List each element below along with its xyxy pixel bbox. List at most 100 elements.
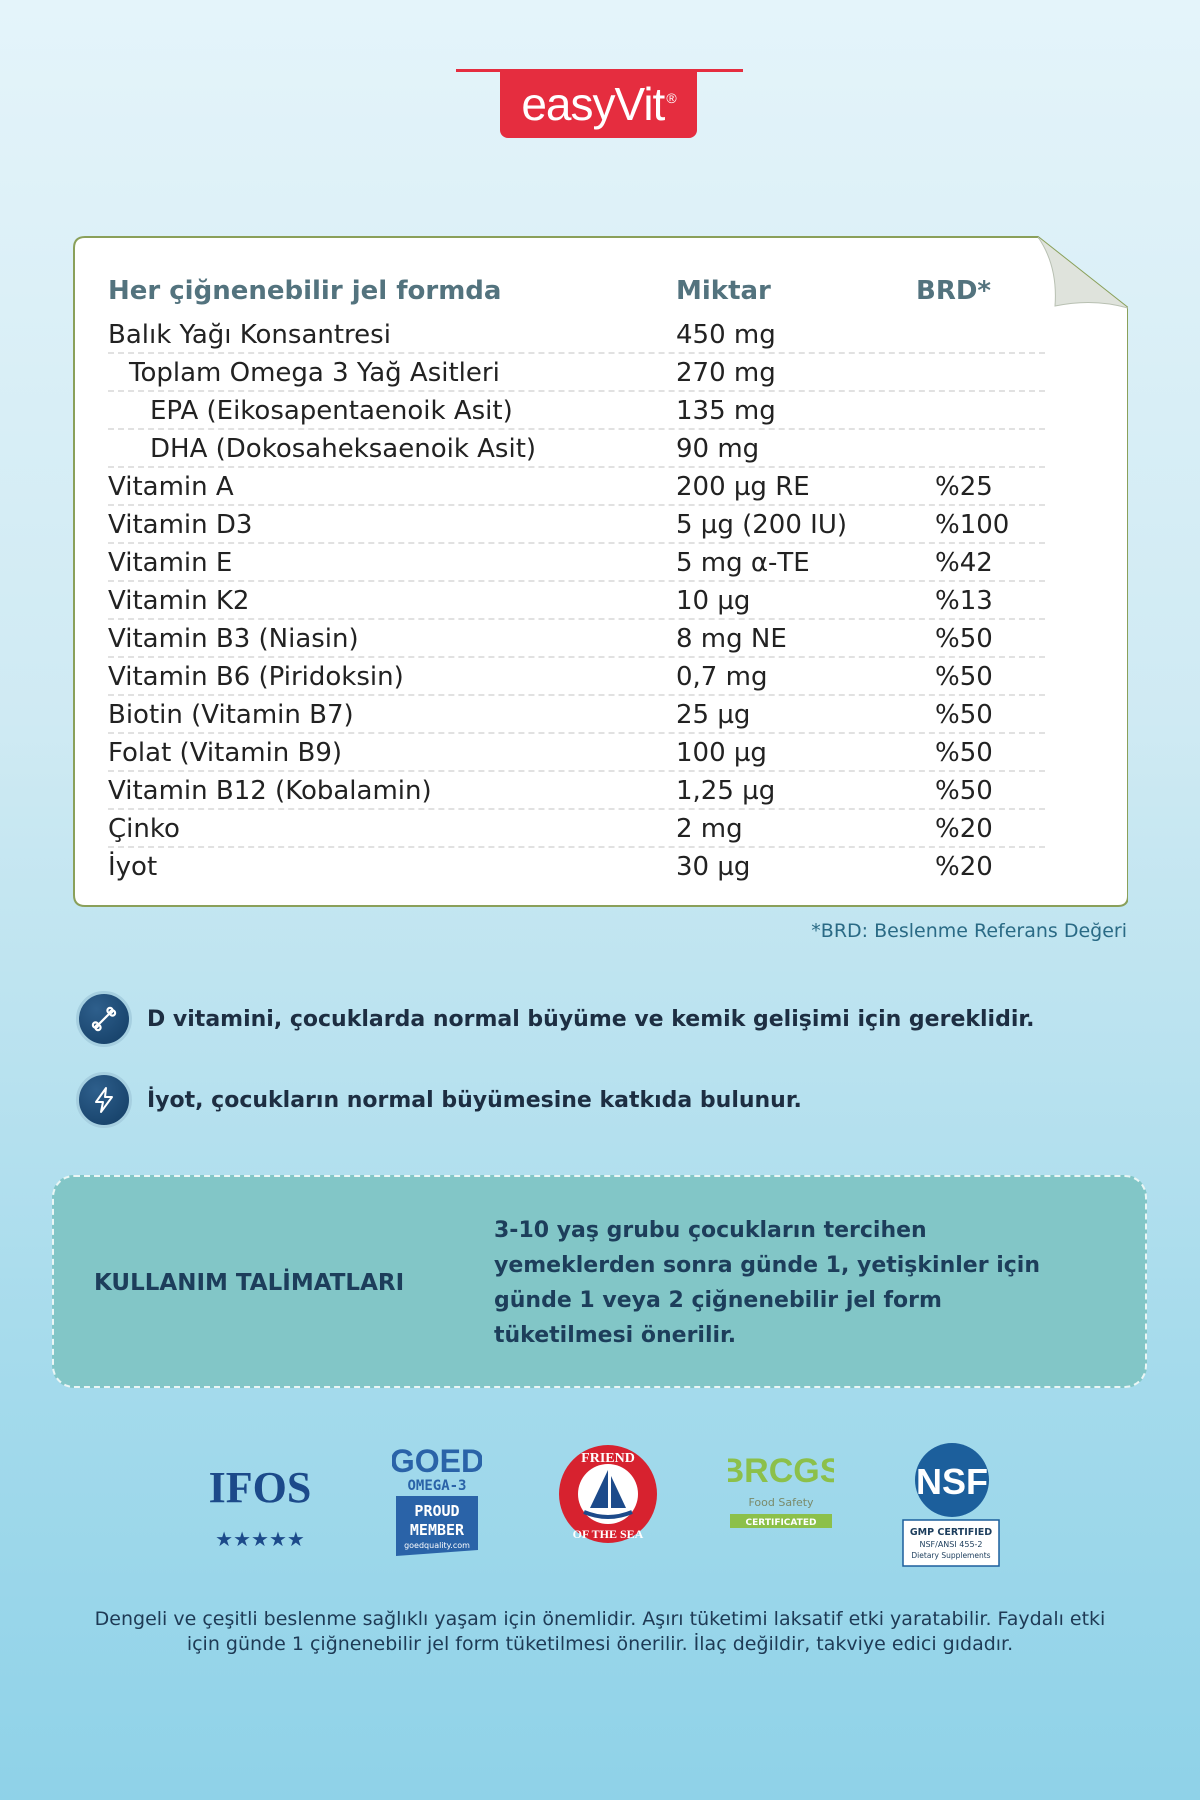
nutrient-name: Biotin (Vitamin B7) bbox=[108, 700, 354, 730]
table-row: İyot 30 µg %20 bbox=[108, 848, 1045, 884]
svg-text:OF THE SEA: OF THE SEA bbox=[573, 1527, 644, 1541]
ifos-stars: ★★★★★ bbox=[215, 1527, 305, 1551]
disclaimer-line-1: Dengeli ve çeşitli beslenme sağlıklı yaş… bbox=[94, 1608, 1106, 1630]
nutrient-amount: 25 µg bbox=[676, 700, 751, 730]
usage-text: 3-10 yaş grubu çocukların tercihen yemek… bbox=[494, 1218, 1040, 1348]
nrv-footnote: *BRD: Beslenme Referans Değeri bbox=[811, 920, 1127, 942]
nutrient-name: Vitamin A bbox=[108, 472, 234, 502]
nutrient-nrv: %100 bbox=[935, 510, 1010, 540]
nutrient-name: EPA (Eikosapentaenoik Asit) bbox=[150, 396, 513, 426]
table-row: Vitamin B3 (Niasin) 8 mg NE %50 bbox=[108, 620, 1045, 658]
nutrient-nrv: %50 bbox=[935, 662, 993, 692]
usage-title: KULLANIM TALİMATLARI bbox=[94, 1270, 405, 1296]
table-row: Vitamin E 5 mg α-TE %42 bbox=[108, 544, 1045, 582]
nutrient-nrv: %20 bbox=[935, 852, 993, 882]
table-row: Toplam Omega 3 Yağ Asitleri 270 mg bbox=[108, 354, 1045, 392]
table-row: Folat (Vitamin B9) 100 µg %50 bbox=[108, 734, 1045, 772]
nutrient-nrv: %20 bbox=[935, 814, 993, 844]
nutrient-amount: 10 µg bbox=[676, 586, 751, 616]
nutrient-amount: 270 mg bbox=[676, 358, 776, 388]
svg-text:MEMBER: MEMBER bbox=[410, 1521, 465, 1539]
brand-name: easyVit bbox=[521, 78, 665, 130]
friend-of-the-sea-logo: FRIEND OF THE SEA bbox=[556, 1442, 660, 1550]
nutrient-amount: 5 mg α-TE bbox=[676, 548, 810, 578]
benefit-item: İyot, çocukların normal büyümesine katkı… bbox=[76, 1072, 802, 1128]
usage-panel: KULLANIM TALİMATLARI 3-10 yaş grubu çocu… bbox=[52, 1175, 1147, 1388]
svg-text:GOED: GOED bbox=[392, 1443, 482, 1479]
goed-logo: GOED OMEGA-3 PROUD MEMBER goedquality.co… bbox=[390, 1442, 484, 1561]
table-row: Vitamin D3 5 µg (200 IU) %100 bbox=[108, 506, 1045, 544]
nutrient-name: Vitamin D3 bbox=[108, 510, 253, 540]
table-row: Çinko 2 mg %20 bbox=[108, 810, 1045, 848]
card-frame bbox=[73, 236, 1128, 907]
table-row: Vitamin A 200 µg RE %25 bbox=[108, 468, 1045, 506]
table-row: EPA (Eikosapentaenoik Asit) 135 mg bbox=[108, 392, 1045, 430]
benefit-text: D vitamini, çocuklarda normal büyüme ve … bbox=[147, 1006, 1035, 1032]
nutrient-nrv: %50 bbox=[935, 738, 993, 768]
nutrient-nrv: %25 bbox=[935, 472, 993, 502]
svg-text:Dietary Supplements: Dietary Supplements bbox=[911, 1551, 990, 1560]
ifos-logo: IFOS ★★★★★ bbox=[205, 1442, 315, 1556]
table-row: Balık Yağı Konsantresi 450 mg bbox=[108, 316, 1045, 354]
svg-text:BRCGS: BRCGS bbox=[728, 1452, 834, 1490]
svg-text:NSF/ANSI 455-2: NSF/ANSI 455-2 bbox=[919, 1540, 982, 1549]
table-row: Biotin (Vitamin B7) 25 µg %50 bbox=[108, 696, 1045, 734]
svg-text:goedquality.com: goedquality.com bbox=[404, 1541, 470, 1550]
disclaimer-line-2: için günde 1 çiğnenebilir jel form tüket… bbox=[186, 1633, 1014, 1655]
nutrient-name: İyot bbox=[108, 852, 158, 882]
table-row: Vitamin B12 (Kobalamin) 1,25 µg %50 bbox=[108, 772, 1045, 810]
table-row: Vitamin B6 (Piridoksin) 0,7 mg %50 bbox=[108, 658, 1045, 696]
nutrient-name: Toplam Omega 3 Yağ Asitleri bbox=[129, 358, 500, 388]
ifos-text: IFOS bbox=[209, 1463, 312, 1512]
nutrient-nrv: %42 bbox=[935, 548, 993, 578]
nutrient-name: Folat (Vitamin B9) bbox=[108, 738, 343, 768]
registered-mark: ® bbox=[666, 90, 676, 106]
nutrient-name: Vitamin E bbox=[108, 548, 233, 578]
nutrient-name: Çinko bbox=[108, 814, 180, 844]
svg-text:NSF: NSF bbox=[916, 1461, 988, 1502]
nsf-logo: NSF GMP CERTIFIED NSF/ANSI 455-2 Dietary… bbox=[900, 1442, 1004, 1571]
brand-logo: easyVit ® bbox=[500, 70, 697, 138]
header-amount: Miktar bbox=[676, 276, 771, 306]
header-ingredient: Her çiğnenebilir jel formda bbox=[108, 276, 502, 306]
nutrient-nrv: %13 bbox=[935, 586, 993, 616]
nutrient-rows: Balık Yağı Konsantresi 450 mg Toplam Omeg… bbox=[108, 316, 1045, 884]
nutrient-amount: 135 mg bbox=[676, 396, 776, 426]
nutrient-amount: 2 mg bbox=[676, 814, 743, 844]
svg-text:CERTIFICATED: CERTIFICATED bbox=[746, 1518, 817, 1528]
nutrient-amount: 100 µg bbox=[676, 738, 767, 768]
lightning-icon bbox=[76, 1072, 132, 1128]
table-header: Her çiğnenebilir jel formda Miktar BRD* bbox=[108, 276, 1068, 316]
nutrient-amount: 90 mg bbox=[676, 434, 760, 464]
nutrient-name: Vitamin K2 bbox=[108, 586, 250, 616]
svg-text:PROUD: PROUD bbox=[414, 1502, 459, 1520]
svg-text:Food Safety: Food Safety bbox=[748, 1496, 814, 1509]
nutrient-amount: 30 µg bbox=[676, 852, 751, 882]
nutrient-amount: 5 µg (200 IU) bbox=[676, 510, 847, 540]
svg-text:GMP CERTIFIED: GMP CERTIFIED bbox=[910, 1527, 992, 1538]
benefit-item: D vitamini, çocuklarda normal büyüme ve … bbox=[76, 991, 1034, 1047]
nutrient-amount: 0,7 mg bbox=[676, 662, 768, 692]
nutrient-amount: 1,25 µg bbox=[676, 776, 776, 806]
nutrient-name: Vitamin B6 (Piridoksin) bbox=[108, 662, 404, 692]
bone-icon bbox=[76, 991, 132, 1047]
nutrient-nrv: %50 bbox=[935, 624, 993, 654]
nutrient-name: Vitamin B3 (Niasin) bbox=[108, 624, 359, 654]
header-nrv: BRD* bbox=[916, 276, 992, 306]
nutrient-amount: 200 µg RE bbox=[676, 472, 810, 502]
nutrient-nrv: %50 bbox=[935, 700, 993, 730]
nutrient-nrv: %50 bbox=[935, 776, 993, 806]
nutrient-name: Balık Yağı Konsantresi bbox=[108, 320, 391, 350]
disclaimer: Dengeli ve çeşitli beslenme sağlıklı yaş… bbox=[40, 1607, 1160, 1657]
brcgs-logo: BRCGS Food Safety CERTIFICATED bbox=[720, 1442, 842, 1546]
nutrient-amount: 8 mg NE bbox=[676, 624, 787, 654]
svg-text:FRIEND: FRIEND bbox=[581, 1451, 635, 1466]
nutrition-card: Her çiğnenebilir jel formda Miktar BRD* … bbox=[73, 236, 1128, 907]
table-row: DHA (Dokosaheksaenoik Asit) 90 mg bbox=[108, 430, 1045, 468]
nutrient-name: DHA (Dokosaheksaenoik Asit) bbox=[150, 434, 537, 464]
nutrient-amount: 450 mg bbox=[676, 320, 776, 350]
benefit-text: İyot, çocukların normal büyümesine katkı… bbox=[147, 1087, 802, 1113]
table-row: Vitamin K2 10 µg %13 bbox=[108, 582, 1045, 620]
svg-text:OMEGA-3: OMEGA-3 bbox=[407, 1478, 466, 1494]
nutrient-name: Vitamin B12 (Kobalamin) bbox=[108, 776, 432, 806]
